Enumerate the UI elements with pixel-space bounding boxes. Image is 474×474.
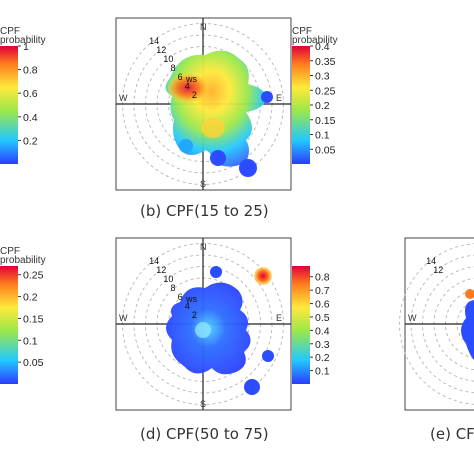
- panel-b-blob-sw: [179, 139, 193, 153]
- colorbar-tick-label: 0.05: [23, 357, 44, 369]
- colorbar-a-title-line2: probability: [0, 35, 46, 46]
- colorbar-a-title-line1: CPF: [0, 26, 20, 37]
- colorbar-tick-label: 0.35: [315, 56, 336, 68]
- colorbar-tick-label: 0.05: [315, 144, 336, 156]
- panel-d-blob-n: [210, 266, 222, 278]
- colorbar-tick-label: 0.3: [315, 71, 330, 83]
- colorbar-tick-label: 0.6: [23, 88, 38, 100]
- caption-b: (b) CPF(15 to 25): [140, 202, 269, 220]
- colorbar-tick-label: 1: [23, 41, 29, 53]
- ring-label: 10: [163, 54, 173, 64]
- ring-label: 4: [185, 81, 190, 91]
- panel-b-dir-n: N: [200, 22, 207, 32]
- ring-label: 8: [170, 283, 175, 293]
- caption-d: (d) CPF(50 to 75): [140, 425, 269, 443]
- colorbar-tick-label: 0.2: [23, 292, 38, 304]
- colorbar-a-scale: [0, 46, 18, 164]
- ring-label: 8: [170, 63, 175, 73]
- colorbar-d-scale: [292, 266, 310, 384]
- ring-label: 10: [163, 274, 173, 284]
- colorbar-tick-label: 0.6: [315, 299, 330, 311]
- ring-label: 14: [426, 256, 436, 266]
- caption-e: (e) CF: [430, 425, 474, 443]
- colorbar-tick-label: 0.4: [23, 112, 38, 124]
- panel-e-cpf-surface: [461, 300, 474, 360]
- panel-d-center-light: [195, 322, 211, 338]
- panel-d-dir-n: N: [200, 242, 207, 252]
- colorbar-tick-label: 0.4: [315, 41, 330, 53]
- colorbar-tick-label: 0.8: [23, 65, 38, 77]
- colorbar-tick-label: 0.1: [315, 130, 330, 142]
- ring-label: 4: [185, 301, 190, 311]
- colorbar-tick-label: 0.7: [315, 285, 330, 297]
- panel-b-ws-label: ws: [185, 74, 197, 84]
- colorbar-b: CPF probability 0.4 0.35 0.3 0.25 0.2 0.15 0.1…: [292, 26, 338, 164]
- ring-label: 12: [156, 265, 166, 275]
- colorbar-tick-label: 0.4: [315, 325, 330, 337]
- panel-d-dir-w: W: [119, 313, 128, 323]
- colorbar-tick-label: 0.25: [315, 85, 336, 97]
- panel-b-hotspot-se: [201, 118, 225, 138]
- colorbar-d: 0.80.7 0.60.50.4 0.30.2 0.1: [292, 266, 330, 384]
- panel-e-hotspot: [465, 289, 474, 299]
- colorbar-c: CPF probability 0.25 0.2 0.15 0.1 0.05: [0, 246, 46, 384]
- ring-label: 2: [192, 90, 197, 100]
- colorbar-tick-label: 0.1: [23, 335, 38, 347]
- panel-b-blob-se: [239, 159, 257, 177]
- colorbar-c-title-line1: CPF: [0, 246, 20, 257]
- colorbar-tick-label: 0.2: [315, 352, 330, 364]
- panel-d-ws-label: ws: [185, 294, 197, 304]
- ring-label: 2: [192, 310, 197, 320]
- colorbar-b-title-line2: probability: [292, 35, 338, 46]
- colorbar-tick-label: 0.15: [23, 313, 44, 325]
- colorbar-a: CPF probability 1 0.8 0.6 0.4 0.2: [0, 26, 46, 164]
- colorbar-tick-label: 0.2: [315, 100, 330, 112]
- ring-label: 14: [149, 36, 159, 46]
- colorbar-tick-label: 0.2: [23, 135, 38, 147]
- panel-b-blob-e: [261, 91, 273, 103]
- panel-d-blob-e: [262, 350, 274, 362]
- colorbar-c-scale: [0, 266, 18, 384]
- panel-b-dir-e: E: [276, 93, 282, 103]
- panel-d-dir-e: E: [276, 313, 282, 323]
- panel-b-dir-w: W: [119, 93, 128, 103]
- panel-b-dir-s: S: [200, 179, 206, 189]
- colorbar-tick-label: 0.8: [315, 272, 330, 284]
- panel-d-blob-se: [244, 379, 260, 395]
- panel-b-blob-s: [210, 150, 226, 166]
- ring-label: 6: [178, 72, 183, 82]
- panel-e-dir-w: W: [408, 313, 417, 323]
- panel-d-dir-s: S: [200, 399, 206, 409]
- polar-ring: [399, 243, 474, 405]
- panel-d-hotspot-ne: [254, 267, 272, 285]
- colorbar-tick-label: 0.5: [315, 312, 330, 324]
- colorbar-tick-label: 0.15: [315, 115, 336, 127]
- ring-label: 14: [149, 256, 159, 266]
- ring-label: 12: [156, 45, 166, 55]
- colorbar-tick-label: 0.1: [315, 366, 330, 378]
- ring-label: 12: [433, 265, 443, 275]
- colorbar-tick-label: 0.3: [315, 339, 330, 351]
- colorbar-b-title-line1: CPF: [292, 26, 312, 37]
- colorbar-c-title-line2: probability: [0, 255, 46, 266]
- ring-label: 6: [178, 292, 183, 302]
- colorbar-tick-label: 0.25: [23, 270, 44, 282]
- panel-b-hotspot-nw: [168, 74, 208, 102]
- colorbar-b-scale: [292, 46, 310, 164]
